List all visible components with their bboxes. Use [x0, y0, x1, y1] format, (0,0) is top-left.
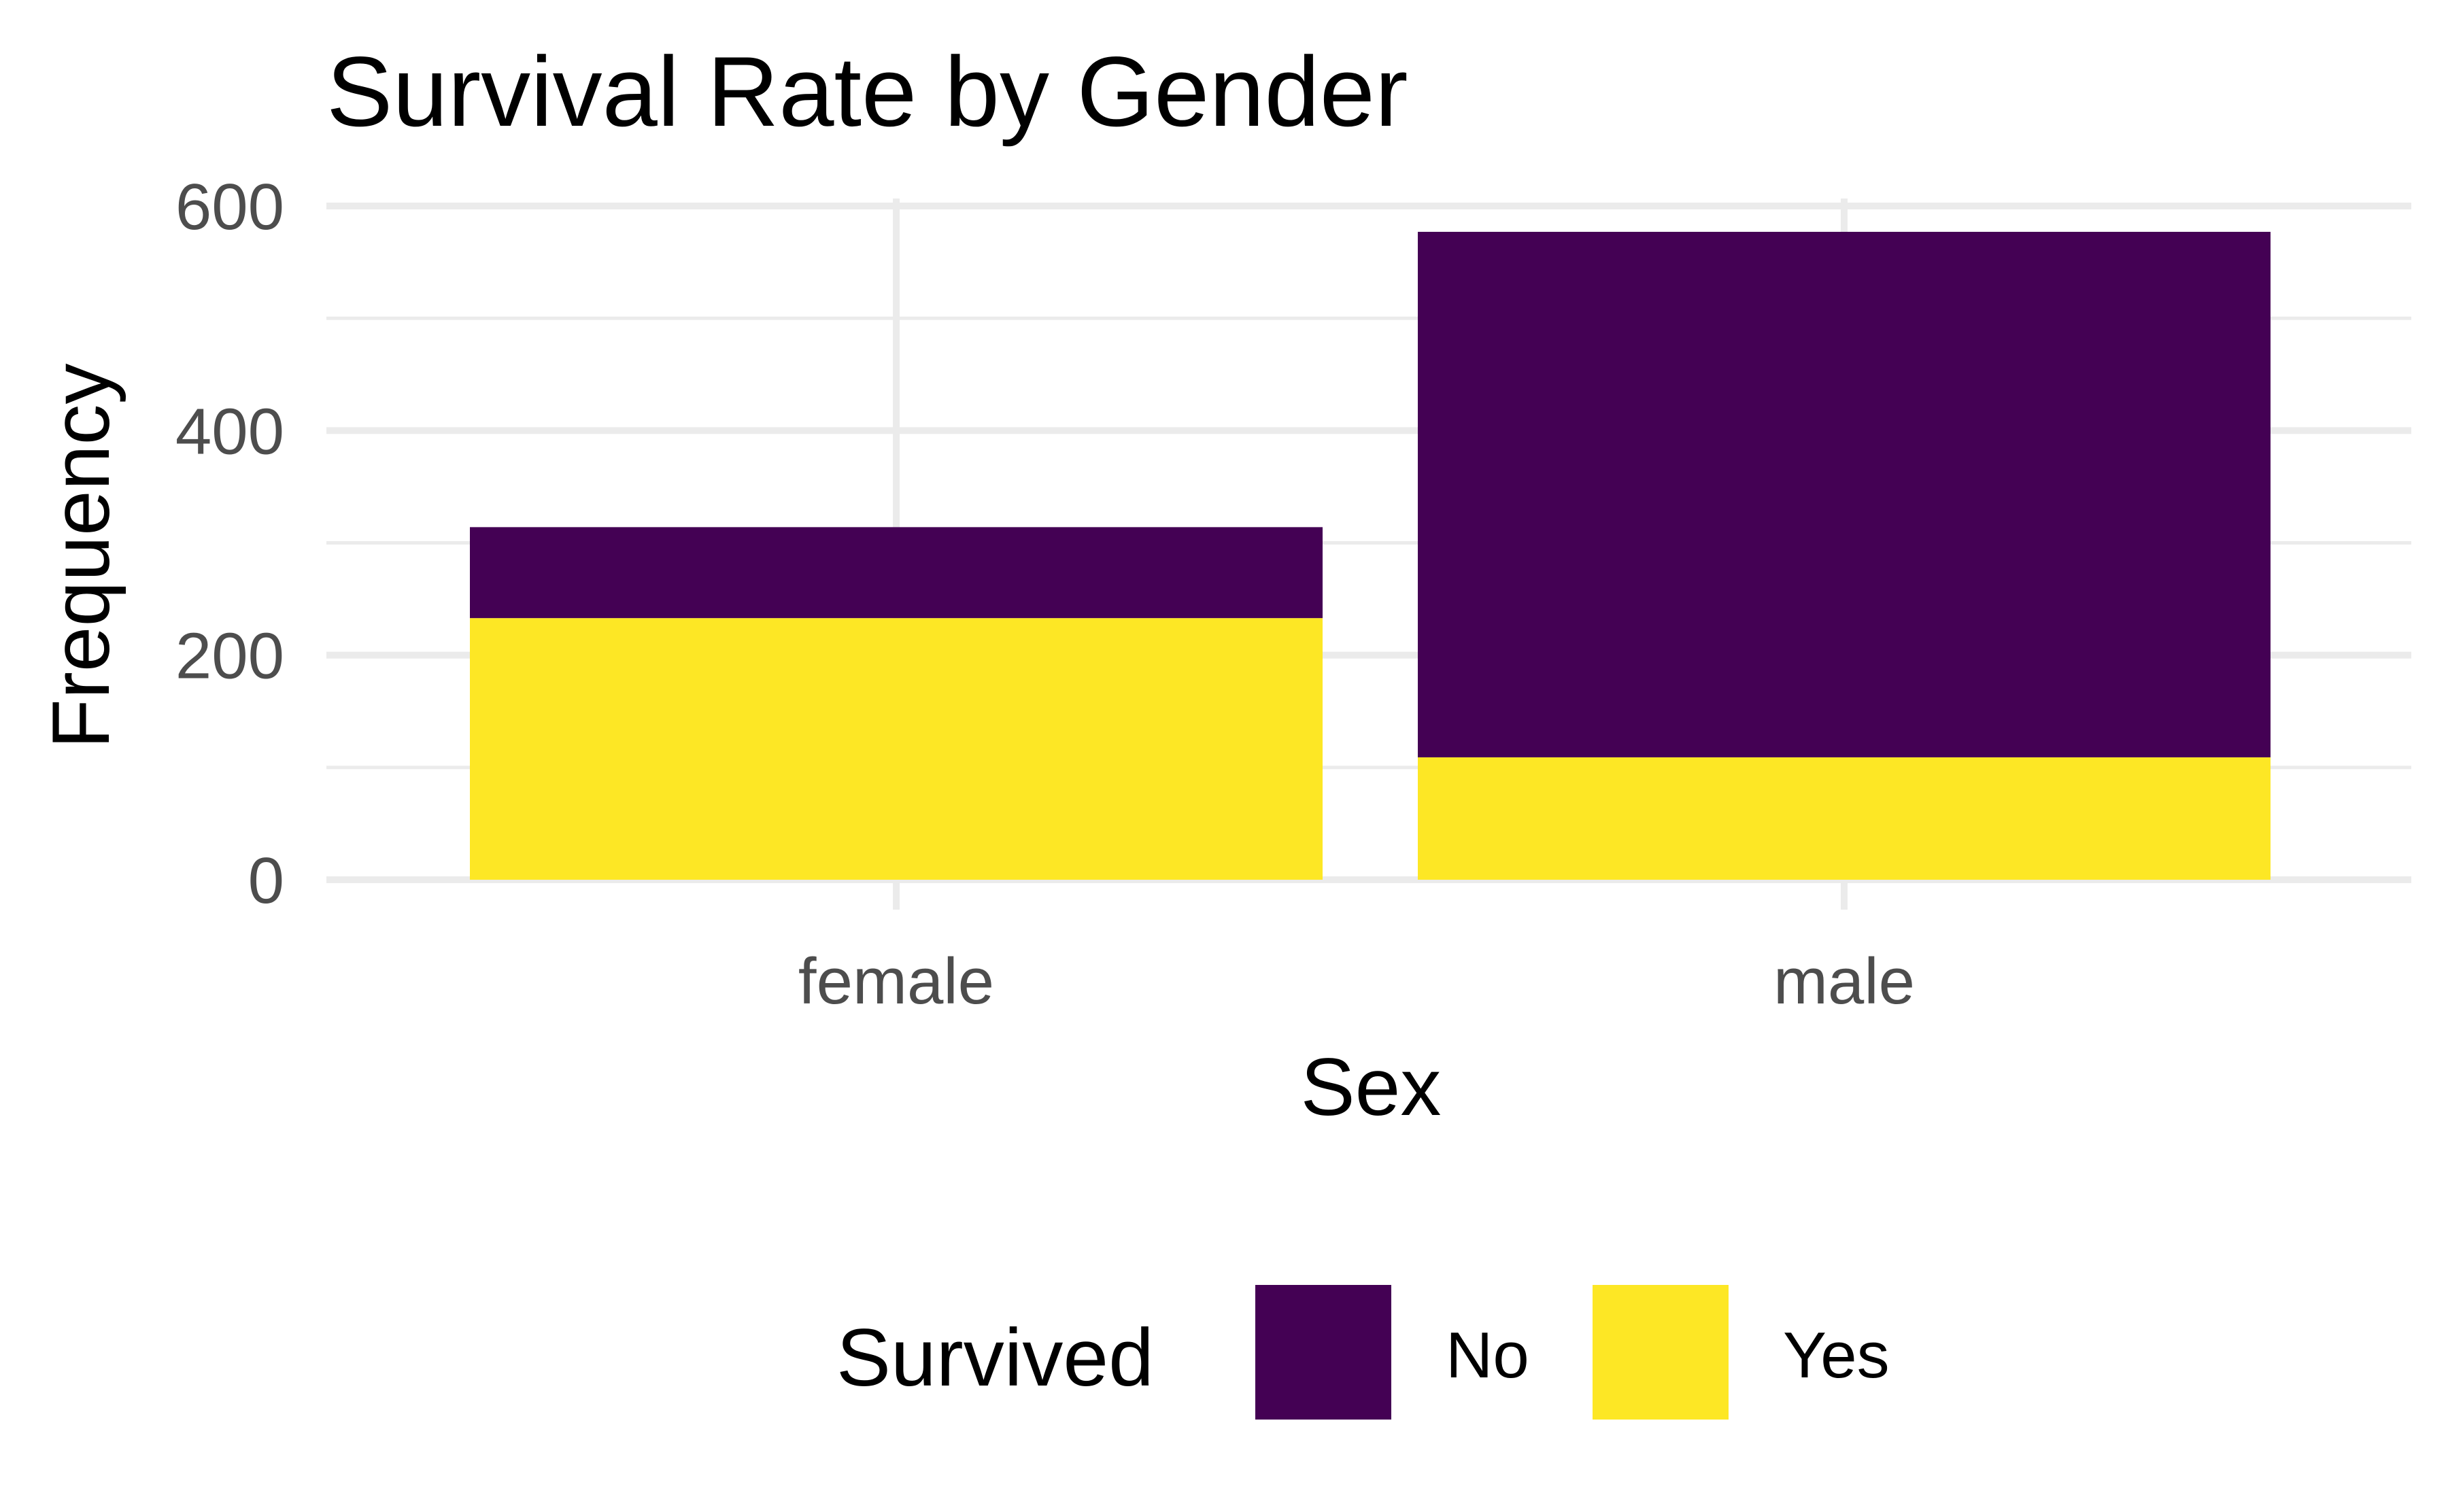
tick-labels: 0 200 400 600 female male — [175, 171, 1915, 1018]
legend-title: Survived — [836, 1312, 1154, 1403]
bar-female-yes — [470, 618, 1323, 880]
legend-label-no: No — [1446, 1319, 1529, 1392]
x-tick-label: female — [798, 945, 994, 1018]
legend-key-no — [1255, 1285, 1391, 1420]
bars — [470, 231, 2271, 880]
y-axis-title: Frequency — [35, 364, 126, 749]
x-tick-label: male — [1773, 945, 1915, 1018]
bar-male-yes — [1418, 757, 2271, 880]
y-tick-label: 600 — [175, 171, 284, 243]
chart-title: Survival Rate by Gender — [326, 36, 1408, 147]
y-tick-label: 0 — [248, 844, 284, 917]
x-axis-title: Sex — [1301, 1042, 1442, 1133]
bar-female-no — [470, 527, 1323, 619]
legend: Survived No Yes — [836, 1285, 1890, 1420]
legend-label-yes: Yes — [1783, 1319, 1890, 1392]
y-tick-label: 200 — [175, 620, 284, 693]
bar-male-no — [1418, 231, 2271, 757]
legend-key-yes — [1593, 1285, 1729, 1420]
y-tick-label: 400 — [175, 395, 284, 468]
